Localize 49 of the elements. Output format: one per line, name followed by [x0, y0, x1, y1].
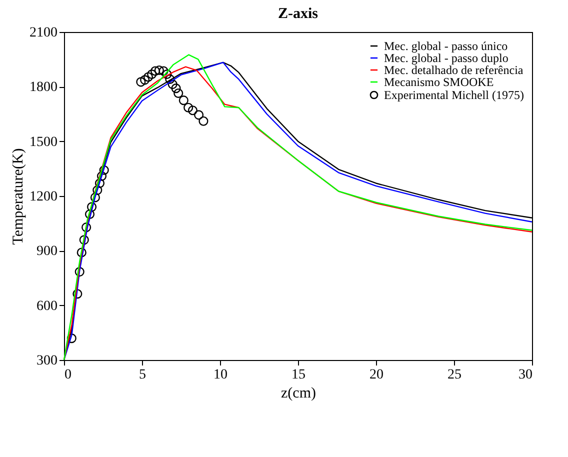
point [86, 202, 97, 212]
point [194, 110, 204, 120]
point [162, 70, 172, 80]
y-tick-label: 1800 [30, 80, 58, 96]
x-tick-label: 30 [518, 368, 532, 382]
point [198, 116, 208, 126]
legend-label: Mec. global - passo único [384, 39, 508, 53]
point [140, 75, 150, 85]
y-tick-label: 900 [36, 244, 58, 260]
point [150, 66, 160, 76]
x-tick-label: 10 [214, 368, 228, 382]
point [90, 192, 100, 202]
x-axis-title: z(cm) [281, 386, 316, 402]
point [143, 72, 154, 82]
y-axis-title: Temperature(K) [10, 148, 26, 245]
point [165, 74, 175, 84]
point [147, 70, 157, 80]
x-tick-label: 25 [448, 368, 462, 382]
point [178, 96, 188, 106]
point [171, 84, 181, 94]
y-tick-label: 1200 [30, 190, 58, 204]
point [92, 185, 102, 195]
y-tick-label: 300 [36, 354, 58, 368]
point [74, 267, 84, 277]
y-tick-label: 1500 [30, 134, 58, 150]
point [184, 102, 194, 112]
point [94, 178, 105, 188]
point [158, 66, 168, 76]
point [168, 80, 178, 90]
legend-label: Experimental Michell (1975) [384, 88, 524, 102]
x-tick-label: 15 [292, 368, 306, 382]
point [79, 235, 89, 245]
point [174, 88, 184, 98]
legend-label: Mecanismo SMOOKE [384, 75, 494, 89]
point [188, 106, 198, 116]
point [72, 289, 82, 299]
y-tick-label: 2100 [30, 26, 58, 40]
point [136, 77, 146, 87]
point [76, 248, 86, 258]
x-tick-label: 0 [64, 368, 72, 382]
point [96, 171, 107, 181]
point [154, 65, 164, 76]
y-tick-label: 600 [36, 298, 58, 314]
point [99, 165, 109, 175]
chart-title: Z-axis [278, 6, 318, 22]
x-tick-label: 20 [370, 368, 384, 382]
x-tick-label: 5 [139, 368, 146, 382]
point [84, 209, 95, 219]
point [82, 222, 92, 232]
